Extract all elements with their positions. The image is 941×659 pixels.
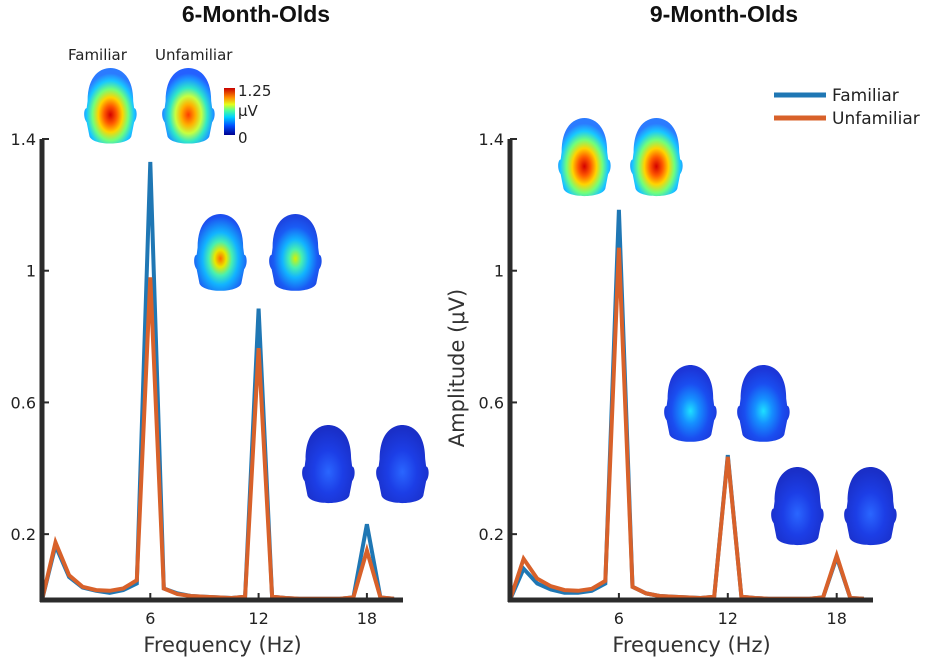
y-tick-label: 0.6: [11, 393, 36, 412]
topomap-head-18hz-familiar: [771, 467, 824, 546]
topomap-head-6hz-unfamiliar: [162, 68, 215, 144]
topomap-head-12hz-unfamiliar: [269, 214, 322, 291]
y-tick-label: 1: [494, 262, 504, 281]
y-tick-label: 0.6: [479, 393, 504, 412]
colorbar-max-label: 1.25: [238, 82, 271, 100]
topomap-label-unfamiliar: Unfamiliar: [155, 46, 233, 64]
topomap-head-6hz-familiar: [84, 68, 137, 144]
topomap-label-familiar: Familiar: [68, 46, 128, 64]
panel-6-month: 6-Month-Olds Familiar Unfamiliar 1.25 μV…: [11, 1, 429, 657]
plot-6-month: 0.2 0.6 1 1.4 6 12 18 Frequency (Hz): [11, 130, 403, 657]
y-tick-label: 1.4: [479, 130, 504, 149]
x-axis-label: Frequency (Hz): [143, 633, 301, 657]
colorbar-min-label: 0: [238, 129, 248, 147]
colorbar-unit-label: μV: [238, 102, 259, 120]
topomap-head-18hz-familiar: [302, 425, 355, 504]
topomap-head-6hz-unfamiliar: [630, 118, 683, 197]
plot-9-month: 0.2 0.6 1 1.4 6 12 18 Frequency (Hz): [479, 130, 873, 657]
topomap-head-18hz-unfamiliar: [844, 467, 897, 546]
x-tick-label: 6: [614, 609, 624, 628]
topomap-head-6hz-familiar: [558, 118, 611, 197]
x-axis-label: Frequency (Hz): [612, 633, 770, 657]
x-tick-label: 6: [145, 609, 155, 628]
topomap-head-12hz-familiar: [664, 365, 717, 442]
legend: Familiar Unfamiliar: [774, 86, 920, 129]
chart-title: 6-Month-Olds: [182, 1, 330, 27]
chart-title: 9-Month-Olds: [650, 1, 798, 27]
topomap-head-12hz-familiar: [194, 214, 247, 291]
x-tick-label: 12: [248, 609, 268, 628]
legend-label-unfamiliar: Unfamiliar: [832, 109, 920, 129]
y-axis-label: Amplitude (μV): [445, 289, 469, 447]
legend-label-familiar: Familiar: [832, 86, 899, 106]
y-tick-label: 1.4: [11, 130, 36, 149]
x-tick-label: 18: [357, 609, 377, 628]
colorbar: [224, 88, 235, 135]
x-tick-label: 12: [718, 609, 738, 628]
y-tick-label: 0.2: [479, 525, 504, 544]
y-tick-label: 0.2: [11, 525, 36, 544]
panel-9-month: 9-Month-Olds Amplitude (μV) Familiar Unf…: [445, 1, 920, 657]
x-tick-label: 18: [827, 609, 847, 628]
y-tick-label: 1: [26, 262, 36, 281]
topomap-head-18hz-unfamiliar: [376, 425, 429, 504]
topomap-head-12hz-unfamiliar: [737, 365, 790, 442]
